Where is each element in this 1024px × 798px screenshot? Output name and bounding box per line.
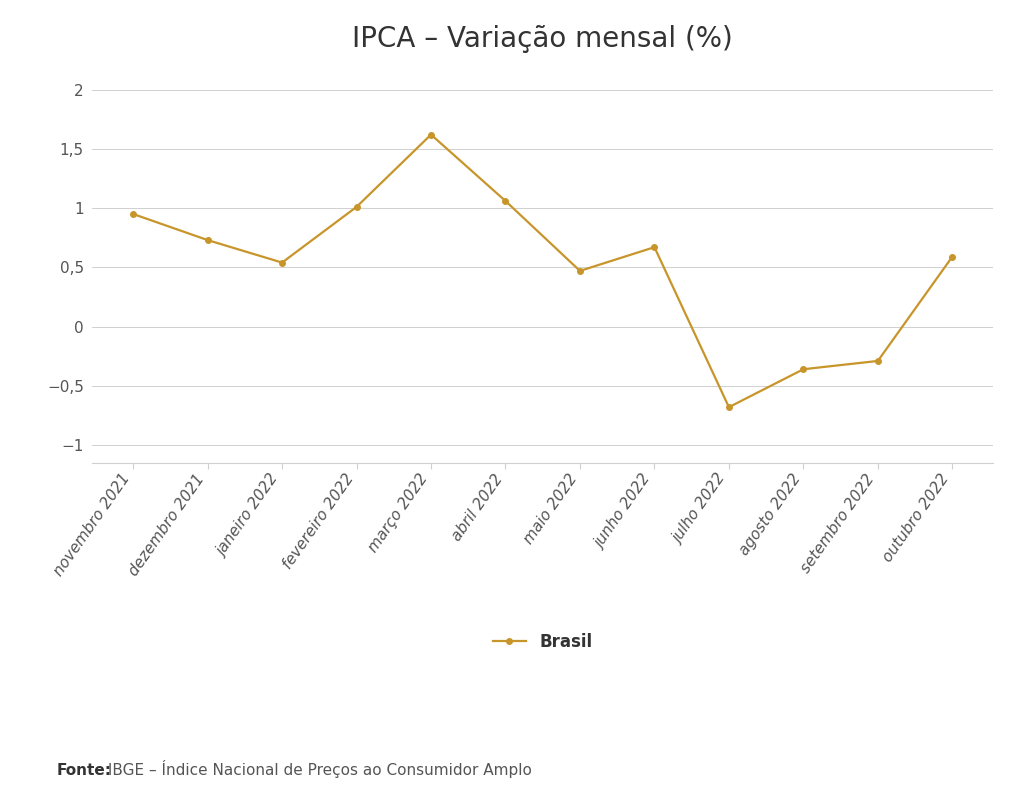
Title: IPCA – Variação mensal (%): IPCA – Variação mensal (%) xyxy=(352,25,733,53)
Text: Fonte:: Fonte: xyxy=(56,763,112,778)
Legend: Brasil: Brasil xyxy=(486,626,599,658)
Text: IBGE – Índice Nacional de Preços ao Consumidor Amplo: IBGE – Índice Nacional de Preços ao Cons… xyxy=(103,760,532,778)
